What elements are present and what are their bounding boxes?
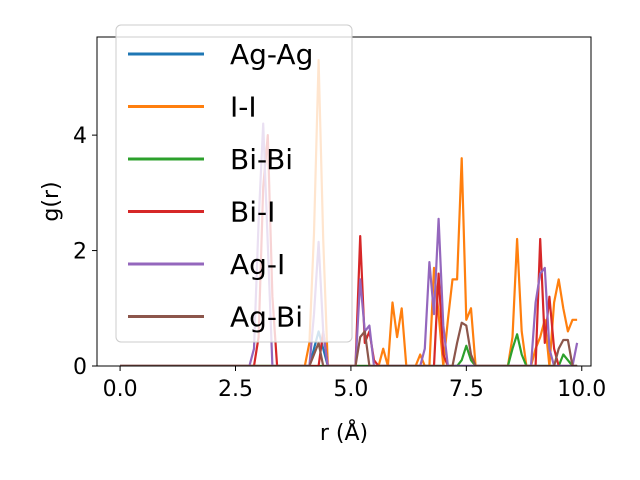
series-line-i-i bbox=[120, 58, 578, 366]
x-tick-label: 2.5 bbox=[218, 377, 253, 402]
legend-label: Ag-Ag bbox=[230, 38, 313, 71]
y-axis-label: g(r) bbox=[39, 181, 64, 221]
x-axis-ticks: 0.0 2.5 5.0 7.5 10.0 bbox=[103, 366, 606, 402]
series-line-ag-bi bbox=[120, 321, 578, 366]
legend-label: Ag-I bbox=[230, 248, 285, 281]
legend-entry-ag-i: Ag-I bbox=[128, 248, 285, 281]
y-axis-ticks: 0 2 4 bbox=[73, 124, 97, 380]
x-tick-label: 7.5 bbox=[449, 377, 484, 402]
legend-entry-ag-ag: Ag-Ag bbox=[128, 38, 313, 71]
legend-label: I-I bbox=[230, 91, 257, 124]
x-tick-label: 0.0 bbox=[103, 377, 138, 402]
y-tick-label: 0 bbox=[73, 355, 87, 380]
legend-box bbox=[115, 24, 353, 343]
legend-label: Bi-I bbox=[230, 196, 275, 229]
legend-entry-bi-bi: Bi-Bi bbox=[128, 143, 293, 176]
y-tick-label: 4 bbox=[73, 124, 87, 149]
legend-entry-bi-i: Bi-I bbox=[128, 196, 275, 229]
legend-entry-ag-bi: Ag-Bi bbox=[128, 301, 303, 334]
legend-label: Bi-Bi bbox=[230, 143, 293, 176]
series-line-bi-bi bbox=[120, 333, 578, 366]
x-axis-label: r (Å) bbox=[320, 419, 368, 446]
y-tick-label: 2 bbox=[73, 240, 87, 265]
legend-label: Ag-Bi bbox=[230, 301, 303, 334]
x-tick-label: 5.0 bbox=[333, 377, 368, 402]
legend: Ag-Ag I-I Bi-Bi Bi-I Ag-I Ag-Bi bbox=[115, 24, 353, 343]
x-tick-label: 10.0 bbox=[557, 377, 606, 402]
legend-entry-i-i: I-I bbox=[128, 91, 257, 124]
